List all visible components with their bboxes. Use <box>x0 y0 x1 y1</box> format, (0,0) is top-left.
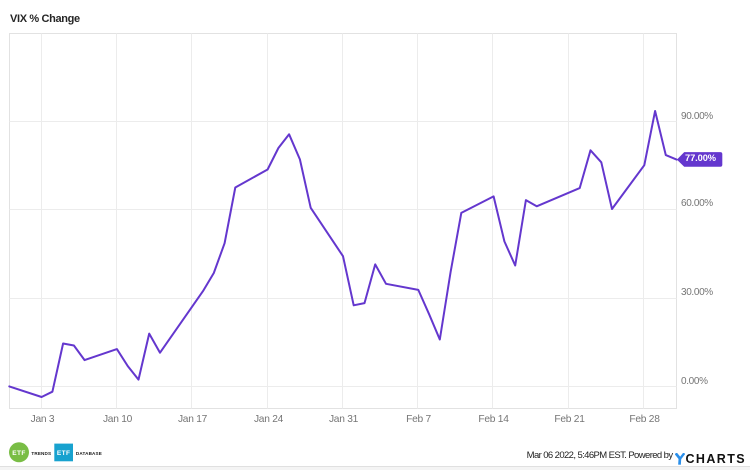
svg-text:ETF: ETF <box>57 450 70 457</box>
svg-text:ETF: ETF <box>12 450 25 457</box>
